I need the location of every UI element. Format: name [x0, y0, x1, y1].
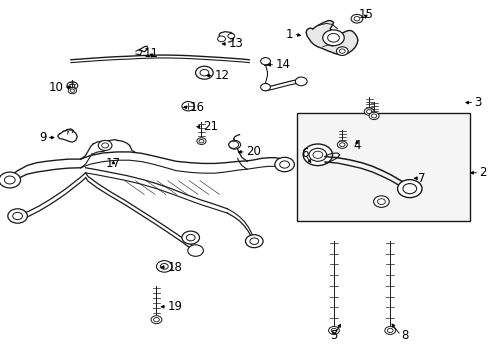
Circle shape — [228, 141, 238, 148]
Text: 10: 10 — [49, 81, 63, 94]
Circle shape — [337, 141, 346, 148]
Text: 15: 15 — [358, 8, 372, 21]
Circle shape — [151, 316, 162, 324]
Polygon shape — [305, 21, 357, 55]
Circle shape — [68, 88, 76, 94]
Text: 20: 20 — [245, 145, 260, 158]
Circle shape — [245, 235, 263, 248]
Text: 7: 7 — [417, 172, 425, 185]
Text: 1: 1 — [285, 28, 293, 41]
Circle shape — [195, 66, 213, 79]
Text: 2: 2 — [478, 166, 486, 179]
Text: 3: 3 — [473, 96, 481, 109]
Circle shape — [260, 58, 270, 65]
Text: 14: 14 — [275, 58, 290, 71]
Circle shape — [322, 30, 344, 46]
Circle shape — [368, 112, 378, 120]
Circle shape — [98, 140, 112, 150]
Circle shape — [0, 172, 20, 188]
Circle shape — [295, 77, 306, 86]
Circle shape — [336, 47, 347, 55]
Circle shape — [364, 108, 373, 115]
Circle shape — [384, 327, 395, 334]
Circle shape — [156, 261, 172, 272]
Circle shape — [303, 144, 332, 166]
Circle shape — [217, 36, 225, 42]
Circle shape — [373, 196, 388, 207]
Circle shape — [187, 245, 203, 256]
Circle shape — [227, 33, 234, 39]
Text: 13: 13 — [228, 37, 243, 50]
Bar — [296, 113, 469, 221]
Circle shape — [350, 14, 362, 23]
Circle shape — [197, 138, 205, 144]
Text: 9: 9 — [39, 131, 46, 144]
Text: 5: 5 — [329, 329, 337, 342]
Text: 18: 18 — [167, 261, 182, 274]
Text: 21: 21 — [203, 120, 218, 133]
Text: 8: 8 — [400, 329, 407, 342]
Circle shape — [182, 231, 199, 244]
Circle shape — [274, 157, 294, 172]
Circle shape — [182, 102, 194, 111]
Circle shape — [67, 82, 78, 90]
Circle shape — [328, 327, 339, 334]
Text: 12: 12 — [214, 69, 229, 82]
Text: 6: 6 — [300, 147, 308, 160]
Circle shape — [260, 84, 270, 91]
Text: 11: 11 — [144, 47, 159, 60]
Text: 16: 16 — [189, 101, 204, 114]
Text: 4: 4 — [352, 139, 360, 152]
Circle shape — [228, 140, 240, 149]
Text: 17: 17 — [106, 157, 121, 170]
Text: 19: 19 — [167, 300, 182, 313]
Circle shape — [397, 180, 421, 198]
Circle shape — [8, 209, 27, 223]
